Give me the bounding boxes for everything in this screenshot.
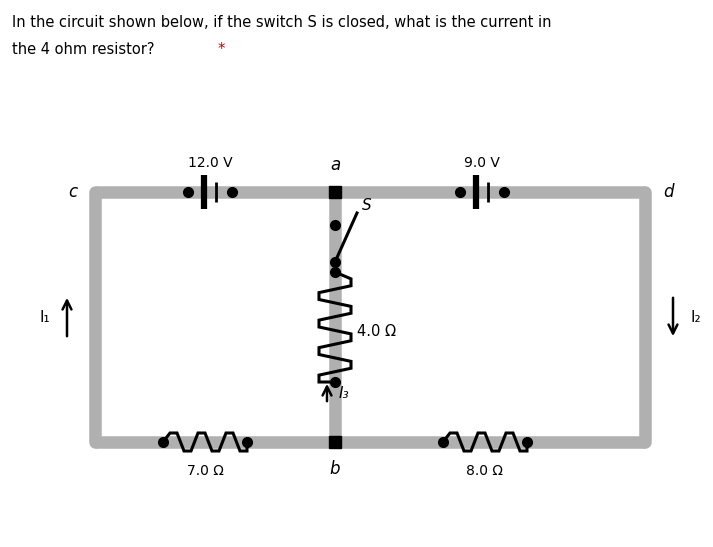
Text: 12.0 V: 12.0 V xyxy=(188,156,232,170)
Text: I₁: I₁ xyxy=(39,310,50,324)
Text: *: * xyxy=(218,42,225,57)
Text: a: a xyxy=(330,156,340,174)
Text: I₃: I₃ xyxy=(339,387,349,401)
Text: 7.0 Ω: 7.0 Ω xyxy=(187,464,223,478)
Text: S: S xyxy=(362,198,371,213)
Text: d: d xyxy=(663,183,674,201)
Text: b: b xyxy=(329,460,340,478)
Text: 8.0 Ω: 8.0 Ω xyxy=(466,464,503,478)
Text: the 4 ohm resistor?: the 4 ohm resistor? xyxy=(12,42,159,57)
Text: In the circuit shown below, if the switch S is closed, what is the current in: In the circuit shown below, if the switc… xyxy=(12,15,551,30)
Text: c: c xyxy=(68,183,77,201)
Text: I₂: I₂ xyxy=(690,310,701,324)
Text: 9.0 V: 9.0 V xyxy=(464,156,500,170)
Text: 4.0 Ω: 4.0 Ω xyxy=(357,324,396,340)
